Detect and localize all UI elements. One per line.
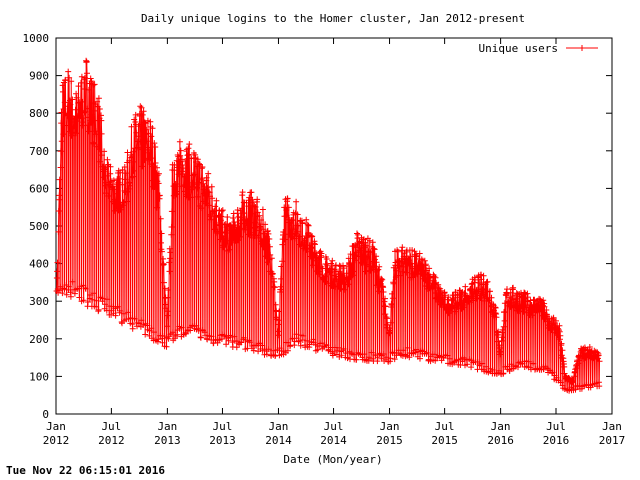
x-axis-label: Date (Mon/year) — [283, 453, 382, 466]
legend-marker-sample — [579, 45, 585, 51]
x-tick-label: 2016 — [487, 434, 514, 447]
x-tick-label: Jan — [602, 420, 622, 433]
y-tick-label: 300 — [29, 295, 49, 308]
y-tick-label: 1000 — [23, 32, 50, 45]
x-tick-label: Jan — [157, 420, 177, 433]
x-tick-label: Jan — [380, 420, 400, 433]
y-tick-label: 100 — [29, 370, 49, 383]
x-tick-label: Jul — [213, 420, 233, 433]
y-tick-label: 600 — [29, 182, 49, 195]
y-tick-label: 700 — [29, 145, 49, 158]
y-tick-label: 400 — [29, 258, 49, 271]
timestamp: Tue Nov 22 06:15:01 2016 — [6, 464, 165, 477]
x-tick-label: 2015 — [376, 434, 403, 447]
x-tick-label: 2012 — [43, 434, 70, 447]
x-tick-label: 2014 — [320, 434, 347, 447]
x-tick-label: Jul — [546, 420, 566, 433]
x-tick-label: Jul — [324, 420, 344, 433]
series-unique-users — [53, 57, 603, 394]
x-tick-label: 2012 — [98, 434, 125, 447]
legend: Unique users — [479, 42, 598, 55]
y-tick-label: 800 — [29, 107, 49, 120]
x-tick-label: Jul — [435, 420, 455, 433]
x-tick-label: Jan — [491, 420, 511, 433]
y-tick-label: 200 — [29, 333, 49, 346]
legend-label: Unique users — [479, 42, 558, 55]
x-tick-label: 2013 — [209, 434, 236, 447]
x-axis: Jan2012Jul2012Jan2013Jul2013Jan2014Jul20… — [43, 38, 626, 447]
chart-title: Daily unique logins to the Homer cluster… — [141, 12, 525, 25]
x-tick-label: 2014 — [265, 434, 292, 447]
x-tick-label: 2013 — [154, 434, 181, 447]
x-tick-label: Jan — [269, 420, 289, 433]
series-markers — [53, 57, 603, 394]
x-tick-label: 2015 — [431, 434, 458, 447]
x-tick-label: Jul — [101, 420, 121, 433]
y-tick-label: 0 — [42, 408, 49, 421]
series-line — [56, 60, 601, 391]
y-tick-label: 500 — [29, 220, 49, 233]
x-tick-label: 2016 — [543, 434, 570, 447]
y-tick-label: 900 — [29, 70, 49, 83]
x-tick-label: Jan — [46, 420, 66, 433]
x-tick-label: 2017 — [599, 434, 626, 447]
